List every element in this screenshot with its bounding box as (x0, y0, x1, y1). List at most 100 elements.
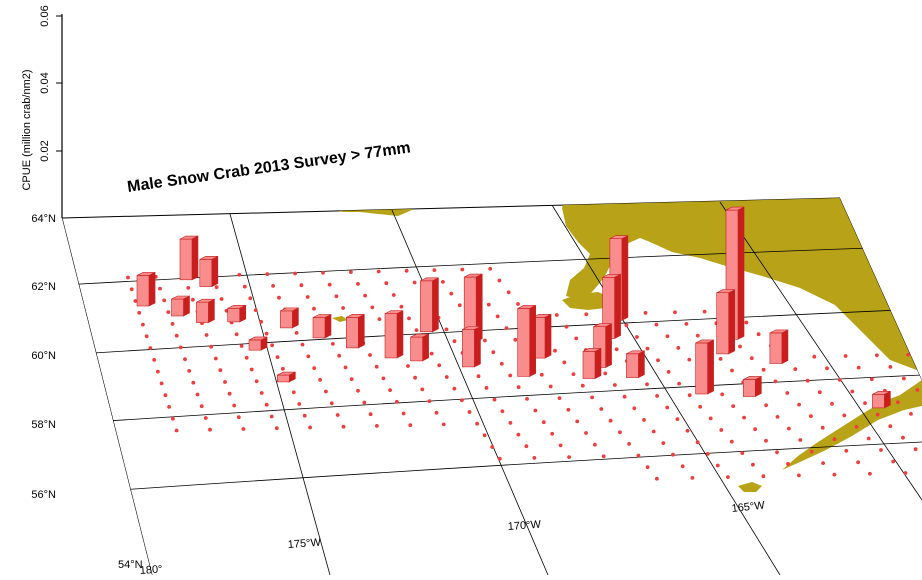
cpue-bar-top (136, 272, 156, 276)
station-dot (159, 381, 164, 386)
station-dot (218, 368, 223, 373)
station-dot (414, 328, 419, 332)
station-dot (163, 393, 168, 398)
station-dot (254, 379, 259, 384)
cpue-bar (582, 347, 602, 380)
station-dot (504, 326, 509, 330)
station-dot (913, 447, 918, 452)
cpue-bar-top (420, 277, 439, 282)
cpue-bars (136, 206, 891, 409)
station-dot (869, 377, 874, 382)
station-dot (334, 294, 339, 299)
station-dot (856, 365, 861, 370)
station-dot (753, 427, 757, 432)
station-dot (539, 372, 544, 377)
cpue-bar-top (277, 371, 296, 376)
station-dot (420, 387, 425, 392)
meridian-170w (391, 209, 549, 575)
station-dot (162, 298, 167, 303)
lon-label-170w: 170°W (507, 519, 542, 533)
station-dot (751, 462, 755, 467)
cpue-bar (276, 371, 296, 383)
station-dot (486, 302, 491, 307)
station-dot (460, 267, 465, 272)
station-dot (269, 414, 274, 419)
station-dot (903, 471, 908, 475)
cpue-bar-side (594, 347, 602, 380)
station-dot (497, 456, 502, 461)
station-dot (506, 290, 511, 295)
station-dot (738, 344, 742, 349)
station-dot (483, 338, 487, 343)
station-dot (690, 476, 695, 480)
station-dot (744, 320, 749, 325)
station-dot (457, 303, 462, 308)
station-dot (764, 438, 768, 443)
cpue-bar-front (769, 332, 783, 364)
cpue-bar (410, 333, 429, 362)
cpue-bar-side (211, 255, 219, 288)
station-dot (408, 423, 413, 428)
station-dot (888, 424, 893, 429)
cpue-bar-side (208, 298, 215, 324)
station-dot (541, 420, 546, 425)
cpue-bar-side (781, 329, 789, 365)
station-dot (242, 284, 247, 289)
cpue-bar (532, 313, 552, 359)
station-dot (575, 419, 580, 424)
station-dot (550, 431, 555, 436)
cpue-bar-top (346, 314, 365, 318)
station-dot (434, 410, 439, 415)
station-dot (170, 322, 175, 326)
station-dot (749, 356, 754, 361)
station-dot (719, 428, 724, 432)
station-dot (797, 402, 801, 407)
station-dot (158, 286, 162, 291)
cpue-bar-side (707, 339, 714, 395)
cpue-bar (602, 273, 621, 339)
station-dot (156, 369, 160, 374)
cpue-bar-side (292, 307, 299, 329)
station-dot (553, 348, 557, 353)
station-dot (183, 357, 187, 362)
station-dot (341, 306, 345, 310)
station-dot (374, 364, 379, 369)
cpue-axis-label: CPUE (million crab/nm2) (21, 69, 33, 190)
station-dot (395, 399, 399, 404)
station-dot (603, 371, 608, 376)
cpue-bar-top (609, 235, 629, 239)
station-dot (335, 413, 340, 417)
station-dot (797, 473, 801, 478)
station-dot (209, 344, 214, 349)
cpue-bar-side (638, 350, 645, 379)
cpue-tick-label-0.06: 0.06 (39, 5, 51, 26)
cpue-bar-top (280, 307, 299, 312)
cpue-bar-top (517, 305, 536, 309)
cpue-bar-front (410, 336, 423, 362)
station-dot (441, 422, 446, 427)
station-dot (302, 413, 307, 418)
station-dot (843, 354, 848, 358)
station-dot (187, 369, 192, 373)
station-dot (698, 404, 703, 409)
station-dot (399, 304, 404, 309)
cpue-bar-top (593, 323, 612, 328)
cpue-bar-front (716, 292, 730, 355)
station-dot (232, 403, 237, 408)
station-dot (318, 377, 322, 382)
station-dot (601, 454, 606, 459)
cpue-bar (179, 235, 199, 281)
station-dot (401, 411, 406, 416)
station-dot (645, 382, 649, 387)
cpue-bar-top (626, 350, 645, 355)
station-dot (593, 442, 597, 447)
station-dot (775, 450, 779, 455)
station-dot (137, 310, 142, 315)
station-dot (297, 402, 302, 406)
cpue-bar-side (396, 310, 404, 359)
station-dot (677, 381, 681, 386)
station-dot (308, 425, 312, 430)
lat-label-56: 56°N (31, 489, 56, 501)
cpue-bar-front (312, 317, 326, 339)
station-dot (643, 311, 648, 315)
